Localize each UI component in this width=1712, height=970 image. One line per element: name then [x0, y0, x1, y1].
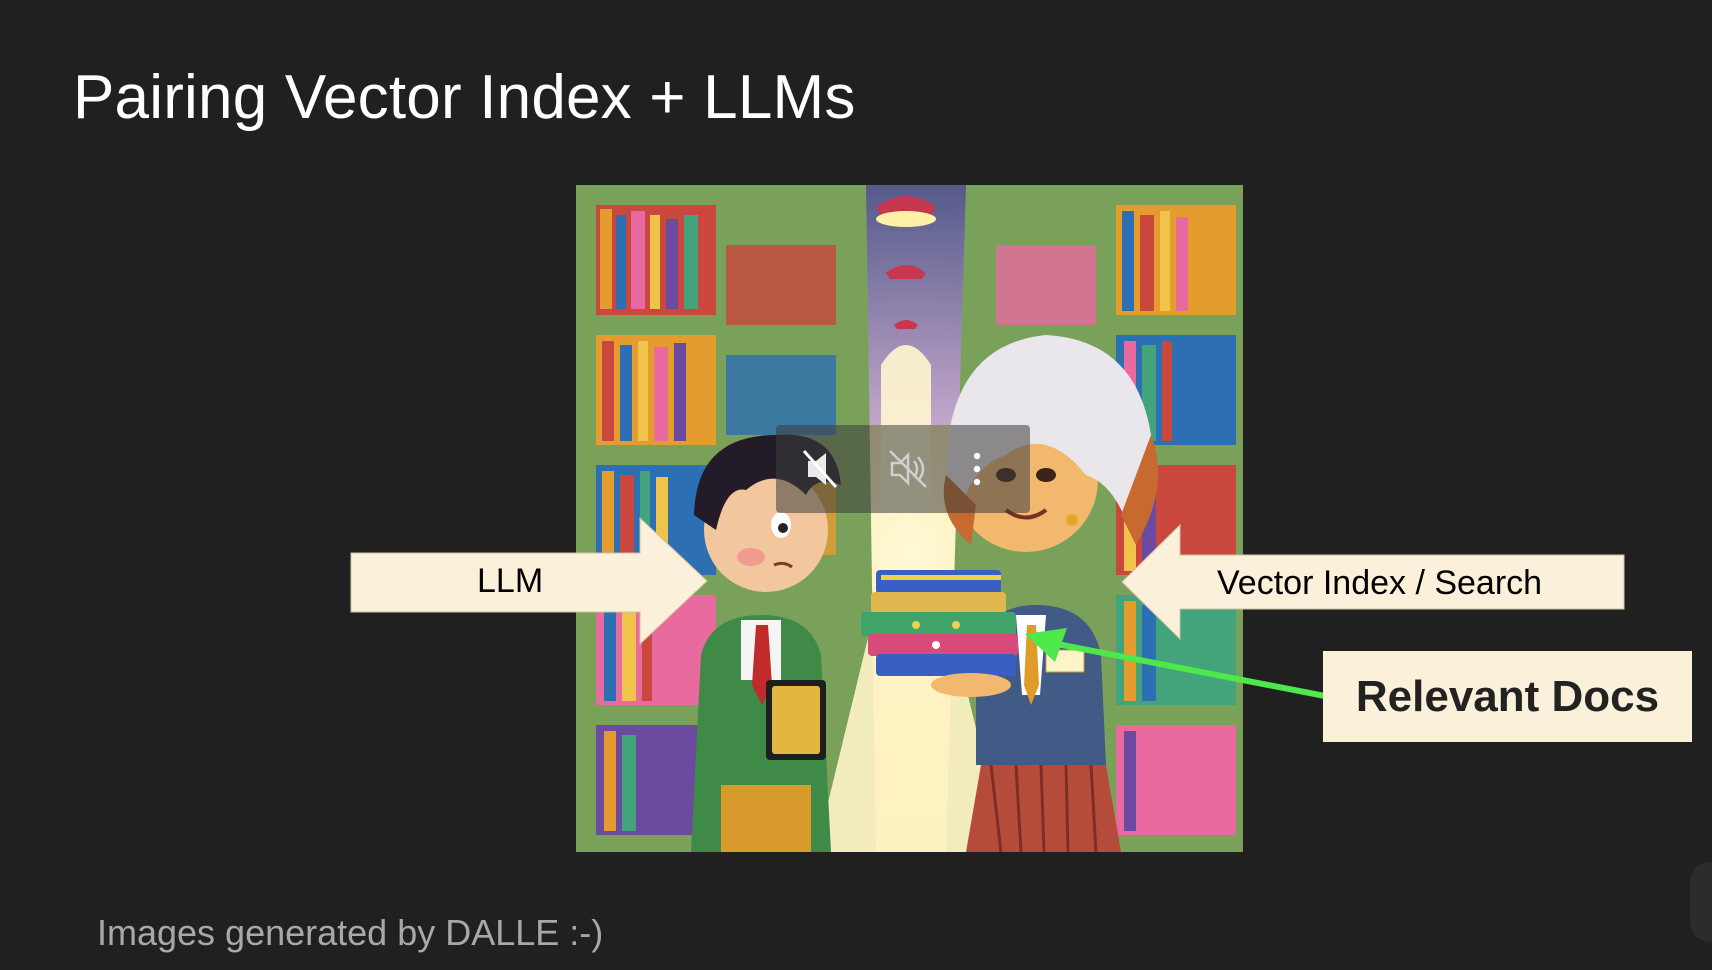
vector-index-callout-arrow: [1121, 523, 1625, 641]
video-control-overlay: [776, 425, 1030, 513]
more-vert-icon: [973, 452, 981, 486]
slide-title: Pairing Vector Index + LLMs: [73, 63, 856, 132]
relevant-docs-label: Relevant Docs: [1355, 671, 1660, 721]
llm-callout-label: LLM: [477, 562, 544, 600]
vector-index-callout-label: Vector Index / Search: [1217, 564, 1543, 602]
audio-off-icon: [889, 450, 927, 488]
llm-callout-arrow: [350, 516, 708, 645]
relevant-docs-callout: Relevant Docs: [1323, 651, 1692, 742]
slide-caption: Images generated by DALLE :-): [97, 912, 604, 953]
scroll-handle[interactable]: [1690, 862, 1712, 942]
muted-speaker-icon: [802, 450, 838, 488]
audio-off-button[interactable]: [884, 445, 932, 493]
more-options-button[interactable]: [962, 445, 992, 493]
mute-button[interactable]: [796, 445, 844, 493]
relevant-docs-arrow: [1025, 628, 1326, 699]
